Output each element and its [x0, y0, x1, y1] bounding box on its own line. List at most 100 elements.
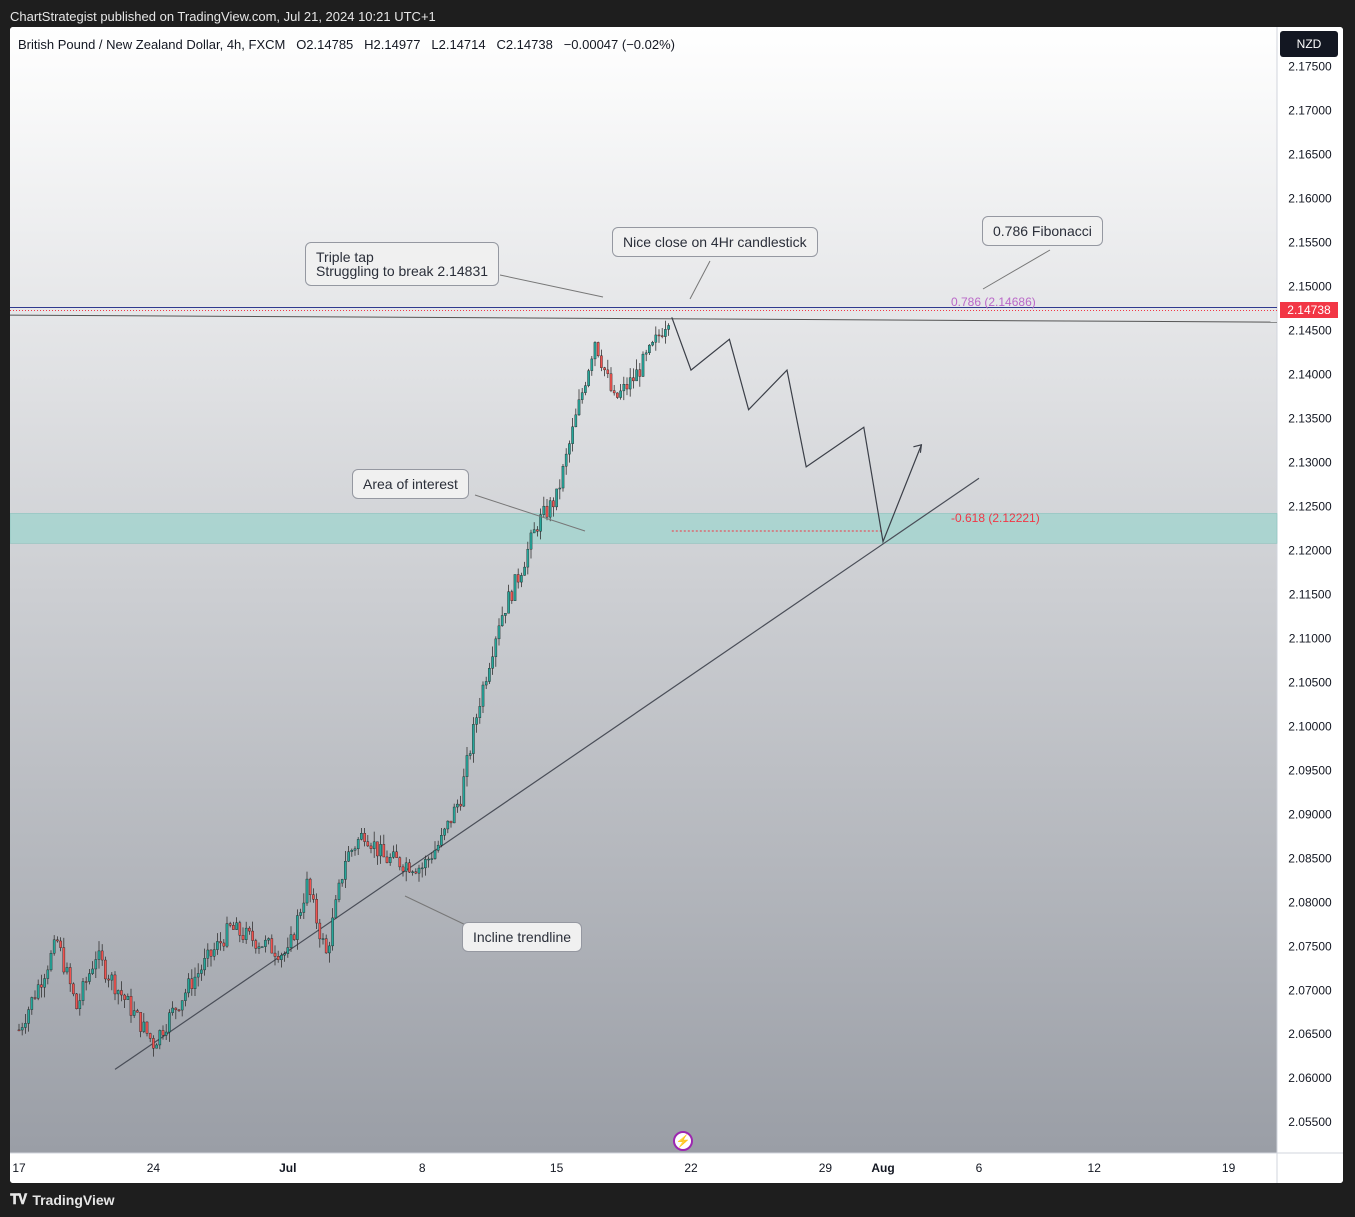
candle-body: [312, 894, 315, 900]
projection-arrowhead: [913, 444, 923, 453]
time-tick-label: 22: [684, 1161, 698, 1175]
candle-body: [36, 984, 40, 999]
candle-body: [219, 941, 222, 944]
candle-body: [200, 969, 203, 974]
candle-body: [468, 753, 472, 756]
candle-body: [168, 1012, 171, 1033]
candle-body: [24, 1023, 27, 1028]
candle-body: [59, 940, 62, 948]
candle-body: [331, 917, 334, 947]
candle-body: [68, 967, 72, 985]
candle-body: [593, 342, 597, 360]
pointer-fibonacci: [982, 249, 1051, 290]
candle-body: [356, 839, 360, 850]
candle-body: [510, 591, 514, 601]
chart-frame[interactable]: 2.17500 2.17000 2.16500 2.16000 2.15500 2.150…: [10, 27, 1343, 1183]
callout-nice-close[interactable]: Nice close on 4Hr candlestick: [612, 227, 818, 257]
candle-body: [491, 656, 494, 669]
candle-body: [145, 1021, 149, 1034]
candle-body: [276, 956, 280, 960]
candle-body: [27, 1009, 30, 1024]
price-tick-label: 2.07500: [1288, 939, 1332, 953]
time-axis-background: [10, 1153, 1277, 1183]
callout-triple-tap[interactable]: Triple tap Struggling to break 2.14831: [305, 242, 500, 286]
candle-body: [20, 1027, 24, 1031]
candle-body: [536, 529, 539, 532]
candle-body: [606, 369, 610, 374]
price-tick-label: 2.12500: [1288, 499, 1332, 513]
candle-body: [398, 857, 402, 868]
candle-body: [587, 370, 590, 386]
candle-body: [654, 334, 658, 343]
candle-body: [40, 984, 43, 988]
price-tick-label: 2.07000: [1288, 983, 1332, 997]
candle-body: [212, 949, 216, 957]
candle-body: [225, 923, 229, 947]
price-tick-label: 2.15000: [1288, 280, 1332, 294]
price-tick-label: 2.15500: [1288, 236, 1332, 250]
candle-body: [641, 353, 645, 377]
legend-high: H2.14977: [364, 37, 421, 52]
candle-body: [619, 390, 622, 398]
candle-body: [363, 832, 366, 842]
candle-body: [318, 922, 322, 940]
candle-body: [177, 1009, 181, 1012]
time-tick-label: 6: [976, 1161, 983, 1175]
candle-body: [251, 930, 254, 941]
candle-body: [571, 426, 574, 444]
candle-body: [56, 939, 59, 942]
candle-body: [574, 414, 578, 428]
candle-body: [584, 385, 587, 393]
candle-body: [273, 952, 277, 957]
candle-body: [424, 859, 427, 869]
candle-body: [609, 373, 613, 391]
candle-body: [280, 954, 283, 960]
candle-body: [449, 820, 453, 824]
price-tick-label: 2.05500: [1288, 1115, 1332, 1129]
candle-body: [305, 878, 309, 904]
candle-body: [568, 443, 571, 455]
legend-change: −0.00047 (−0.02%): [563, 37, 675, 52]
price-tick-label: 2.11500: [1289, 587, 1332, 601]
candle-body: [616, 392, 619, 398]
candle-body: [401, 866, 405, 872]
candle-body: [116, 990, 120, 995]
candle-body: [302, 902, 306, 913]
candle-body: [110, 974, 114, 981]
price-tick-label: 2.17500: [1288, 60, 1332, 74]
price-tick-label: 2.06000: [1288, 1071, 1332, 1085]
time-tick-label: 29: [819, 1161, 833, 1175]
candle-body: [484, 681, 488, 686]
candle-body: [104, 959, 107, 980]
pointer-triple-tap: [499, 274, 604, 298]
plot-background: [10, 27, 1277, 1153]
chart-canvas[interactable]: 2.17500 2.17000 2.16500 2.16000 2.15500 2.150…: [10, 27, 1343, 1183]
candle-body: [385, 856, 389, 863]
price-tick-label: 2.17000: [1288, 104, 1332, 118]
price-tick-label: 2.16500: [1288, 148, 1332, 162]
callout-fibonacci[interactable]: 0.786 Fibonacci: [982, 216, 1103, 246]
candle-body: [158, 1030, 162, 1046]
candle-body: [638, 369, 642, 377]
candle-body: [548, 500, 552, 518]
candle-body: [542, 505, 546, 515]
candle-body: [91, 968, 94, 974]
price-tick-label: 2.12000: [1288, 543, 1332, 557]
candle-body: [456, 803, 459, 808]
callout-incline-trendline[interactable]: Incline trendline: [462, 922, 583, 952]
candle-body: [321, 938, 325, 940]
price-tick-label: 2.11000: [1289, 631, 1332, 645]
candle-body: [504, 613, 507, 616]
candle-body: [235, 922, 238, 930]
candle-body: [353, 848, 357, 851]
candle-body: [257, 946, 261, 949]
currency-button[interactable]: NZD: [1280, 31, 1338, 57]
callout-area-of-interest[interactable]: Area of interest: [352, 469, 469, 499]
price-tick-label: 2.10000: [1288, 719, 1332, 733]
candle-body: [164, 1031, 168, 1036]
candle-body: [244, 927, 248, 940]
candle-body: [248, 927, 251, 932]
lightning-icon[interactable]: ⚡: [673, 1131, 693, 1151]
fib-n0618-label: -0.618 (2.12221): [951, 511, 1040, 525]
publish-header: ChartStrategist published on TradingView…: [10, 9, 436, 24]
